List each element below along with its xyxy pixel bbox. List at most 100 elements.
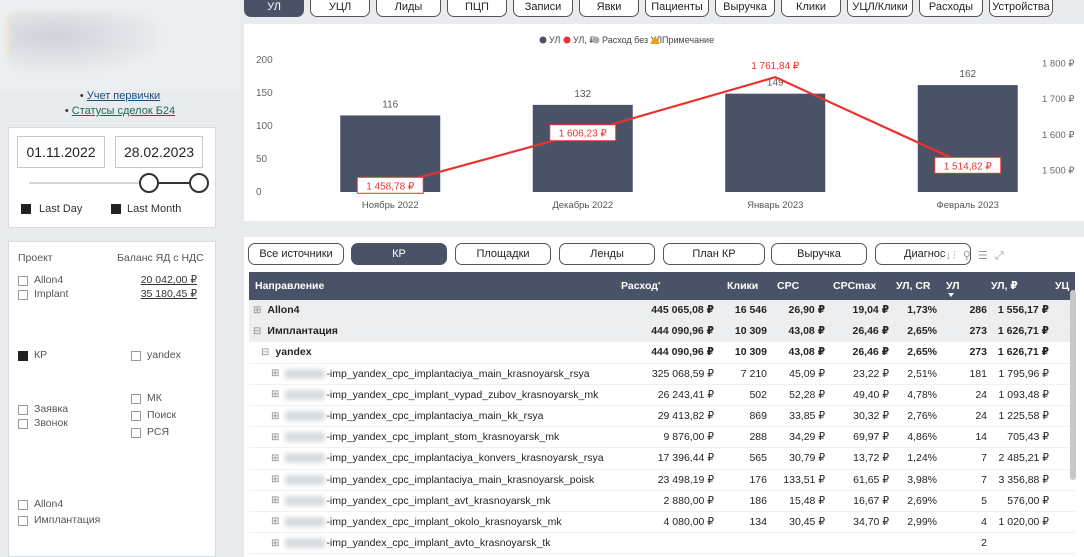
project-allon4-checkbox[interactable] — [18, 276, 28, 286]
table-row[interactable]: ⊞ Allon4 445 065,08 ₽ 16 546 26,90 ₽ 19,04 ₽ 1… — [249, 300, 1075, 322]
link-statusy-sdelok[interactable]: Статусы сделок Б24 — [71, 105, 176, 117]
source-kp-label[interactable]: КР — [34, 349, 48, 361]
date-slider-end-handle[interactable] — [189, 173, 209, 193]
expand-icon[interactable]: ⊞ — [271, 516, 280, 528]
cell-ul-rub: 705,43 ₽ — [1007, 431, 1049, 444]
tab-zapisi[interactable]: Записи — [513, 0, 573, 17]
table-row[interactable]: ⊞ -imp_yandex_cpc_implant_avto_krasnoyars… — [249, 533, 1075, 555]
project-implant-checkbox[interactable] — [18, 290, 28, 300]
last-day-label[interactable]: Last Day — [39, 203, 83, 215]
table-row[interactable]: ⊞ -imp_yandex_cpc_implantaciya_main_kk_rs… — [249, 406, 1075, 428]
channel-mk-checkbox[interactable] — [131, 394, 141, 404]
tab-ploshchadki[interactable]: Площадки — [455, 243, 551, 265]
tab-ul[interactable]: УЛ — [244, 0, 304, 17]
cell-ul: 286 — [969, 304, 987, 317]
tab-pacienty[interactable]: Пациенты — [645, 0, 709, 17]
header-kliki[interactable]: Клики — [727, 280, 759, 292]
chart-panel: УЛ УЛ, ₽ Расход без УЛ Примечание 0 50 100 150 2… — [244, 24, 1084, 221]
expand-icon[interactable]: ⊞ — [271, 495, 280, 507]
source-yandex-checkbox[interactable] — [131, 351, 141, 361]
cell-ul-cr: 1,73% — [907, 304, 937, 317]
date-slider-start-handle[interactable] — [139, 173, 159, 193]
direction-allon4-checkbox[interactable] — [18, 500, 28, 510]
source-kp-checkbox[interactable] — [18, 351, 28, 361]
collapse-icon[interactable]: ⊟ — [261, 346, 270, 358]
cell-ul-cr: 3,98% — [907, 473, 937, 486]
expand-icon[interactable]: ⊞ — [271, 389, 280, 401]
tab-lidy[interactable]: Лиды — [376, 0, 441, 17]
tab-kliki[interactable]: Клики — [781, 0, 841, 17]
link-uchet-pervichki[interactable]: Учет первички — [86, 90, 161, 102]
expand-icon[interactable]: ⊞ — [271, 368, 280, 380]
start-date-input[interactable]: 01.11.2022 — [17, 136, 105, 168]
direction-allon4-label[interactable]: Allon4 — [34, 498, 64, 510]
cell-kliki: 10 309 — [734, 346, 767, 359]
channel-rsya-label[interactable]: РСЯ — [147, 426, 170, 438]
type-zayavka-checkbox[interactable] — [18, 405, 28, 415]
table-row[interactable]: ⊞ -imp_yandex_cpc_implantaciya_konvers_kr… — [249, 448, 1075, 470]
date-slider-track[interactable] — [29, 182, 209, 184]
tab-rashody[interactable]: Расходы — [919, 0, 983, 17]
y-left-tick-label: 200 — [256, 55, 273, 66]
header-cpcmax[interactable]: CPCmax — [833, 280, 877, 292]
tab-diagnostika[interactable]: Диагнос — [875, 243, 971, 265]
cell-ul-rub: 2 485,21 ₽ — [998, 452, 1049, 465]
tab-vyruchka-2[interactable]: Выручка — [771, 243, 867, 265]
tab-yavki[interactable]: Явки — [579, 0, 639, 17]
tab-lendy[interactable]: Ленды — [559, 243, 655, 265]
cell-kliki: 134 — [749, 515, 767, 528]
table-row[interactable]: ⊟ yandex 444 090,96 ₽ 10 309 43,08 ₽ 26,46 ₽ 2… — [249, 342, 1075, 364]
header-ul[interactable]: УЛ — [946, 280, 960, 292]
visual-header-toolbar[interactable]: ↑↓⫶ ⚲ ☰ ⤢ — [938, 250, 1006, 262]
legend-marker — [539, 36, 547, 44]
header-ul-cr[interactable]: УЛ, CR — [896, 280, 931, 292]
table-row[interactable]: ⊟ Имплантация 444 090,96 ₽ 10 309 43,08 ₽ 26,… — [249, 321, 1075, 343]
expand-icon[interactable]: ⊞ — [271, 474, 280, 486]
tab-ustroystva[interactable]: Устройства — [989, 0, 1053, 17]
end-date-input[interactable]: 28.02.2023 — [115, 136, 203, 168]
direction-implant-label[interactable]: Имплантация — [34, 514, 101, 526]
expand-icon[interactable]: ⊞ — [271, 452, 280, 464]
project-implant-label[interactable]: Implant — [34, 288, 69, 300]
header-napravlenie[interactable]: Направление — [255, 280, 325, 292]
source-yandex-label[interactable]: yandex — [147, 349, 181, 361]
expand-icon[interactable]: ⊞ — [271, 537, 280, 549]
cell-rashod: 26 243,41 ₽ — [657, 388, 714, 401]
project-allon4-label[interactable]: Allon4 — [34, 274, 64, 286]
type-zvonok-checkbox[interactable] — [18, 419, 28, 429]
row-direction-label: -imp_yandex_cpc_implant_avt_krasnoyarsk_… — [326, 494, 551, 507]
direction-implant-checkbox[interactable] — [18, 516, 28, 526]
table-row[interactable]: ⊞ -imp_yandex_cpc_implantaciya_main_krasn… — [249, 364, 1075, 385]
channel-poisk-checkbox[interactable] — [131, 411, 141, 421]
last-month-label[interactable]: Last Month — [127, 203, 182, 215]
table-row[interactable]: ⊞ -imp_yandex_cpc_implant_stom_krasnoyars… — [249, 427, 1075, 449]
expand-icon[interactable]: ⊞ — [271, 410, 280, 422]
header-cpc[interactable]: CPC — [777, 280, 800, 292]
tab-vyruchka[interactable]: Выручка — [715, 0, 775, 17]
channel-rsya-checkbox[interactable] — [131, 428, 141, 438]
table-row[interactable]: ⊞ -imp_yandex_cpc_implantaciya_main_krasn… — [249, 470, 1075, 491]
expand-icon[interactable]: ⊞ — [271, 431, 280, 443]
tab-pcp[interactable]: ПЦП — [447, 0, 507, 17]
collapse-icon[interactable]: ⊟ — [253, 325, 262, 337]
table-row[interactable]: ⊞ -imp_yandex_cpc_implant_avt_krasnoyarsk… — [249, 491, 1075, 512]
header-ul-rub[interactable]: УЛ, ₽ — [991, 280, 1018, 292]
channel-poisk-label[interactable]: Поиск — [147, 409, 177, 421]
expand-icon[interactable]: ⊞ — [253, 304, 262, 316]
table-row[interactable]: ⊞ -imp_yandex_cpc_implant_okolo_krasnoyar… — [249, 512, 1075, 534]
table-row[interactable]: ⊞ -imp_yandex_cpc_implant_vypad_zubov_kra… — [249, 385, 1075, 406]
tab-ucl[interactable]: УЦЛ — [310, 0, 370, 17]
header-rashod[interactable]: Расход' — [621, 280, 661, 292]
tab-kp[interactable]: КР — [351, 243, 447, 265]
type-zayavka-label[interactable]: Заявка — [34, 403, 69, 415]
header-uc[interactable]: УЦ — [1055, 280, 1070, 292]
channel-mk-label[interactable]: МК — [147, 392, 162, 404]
tab-vse-istochniki[interactable]: Все источники — [248, 243, 344, 265]
table-scrollbar[interactable] — [1070, 290, 1076, 480]
type-zvonok-label[interactable]: Звонок — [34, 417, 68, 429]
tab-plan-kp[interactable]: План КР — [663, 243, 765, 265]
cell-rashod: 2 880,00 ₽ — [663, 494, 714, 507]
tab-ucl-kliki[interactable]: УЦЛ/Клики — [847, 0, 913, 17]
line-value-label: 1 514,82 ₽ — [944, 161, 993, 172]
row-direction-label: -imp_yandex_cpc_implant_vypad_zubov_kras… — [326, 388, 599, 401]
